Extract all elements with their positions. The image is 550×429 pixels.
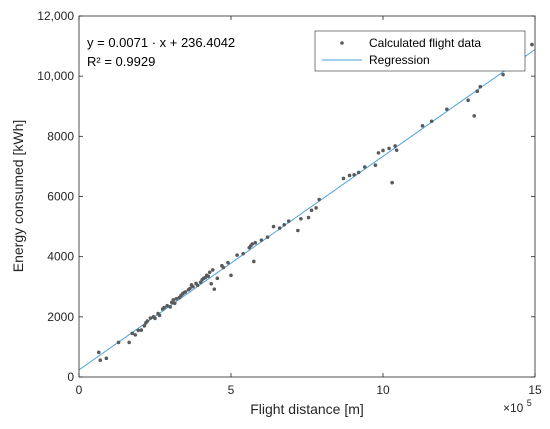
data-point	[475, 89, 480, 94]
x-multiplier-base: ×10	[503, 401, 524, 415]
data-point	[104, 356, 109, 361]
x-axis-multiplier: ×10 5	[503, 398, 532, 415]
data-point	[96, 350, 101, 355]
data-point	[394, 148, 399, 152]
data-point	[210, 268, 215, 272]
data-point	[183, 290, 188, 294]
data-point	[277, 226, 282, 230]
data-point	[347, 173, 352, 178]
data-point	[148, 316, 153, 320]
data-point	[206, 274, 210, 279]
data-point	[420, 124, 425, 128]
data-point	[352, 173, 356, 177]
y-tick-label: 4000	[47, 250, 74, 264]
data-point	[387, 146, 391, 151]
x-tick-label: 15	[528, 383, 542, 397]
data-point	[271, 224, 276, 229]
data-point	[98, 358, 103, 362]
data-point	[429, 119, 434, 124]
data-point	[341, 176, 346, 181]
data-point	[157, 313, 162, 318]
data-point	[226, 260, 230, 265]
data-point	[252, 259, 256, 264]
data-point	[393, 144, 397, 148]
data-point	[168, 305, 172, 309]
data-point	[207, 270, 212, 275]
equation-annotation: y = 0.0071 · x + 236.4042	[87, 35, 235, 50]
y-tick-label: 12,000	[37, 9, 74, 23]
data-point	[191, 284, 195, 289]
data-point	[472, 114, 477, 118]
data-point	[127, 340, 131, 345]
y-axis-ticks: 0 2000 4000 6000 8000 10,000 12,000	[37, 9, 535, 384]
data-point	[356, 170, 361, 175]
data-point	[162, 305, 166, 310]
data-point	[299, 216, 303, 221]
data-point	[241, 251, 245, 256]
data-point	[133, 333, 138, 337]
x-axis-ticks: 0 5 10 15	[76, 16, 542, 397]
data-point	[501, 72, 505, 77]
data-point	[136, 328, 141, 333]
data-point	[253, 241, 258, 245]
data-point	[314, 206, 318, 210]
data-point	[445, 107, 449, 112]
data-point	[381, 148, 385, 153]
legend-label-scatter: Calculated flight data	[369, 36, 481, 50]
data-point	[259, 238, 264, 242]
data-point	[174, 296, 179, 301]
data-point	[250, 242, 255, 246]
data-point	[466, 98, 470, 103]
data-point	[209, 281, 214, 286]
data-point	[229, 273, 233, 278]
data-point	[235, 253, 239, 257]
data-point	[478, 84, 483, 89]
data-point	[296, 228, 300, 233]
data-point	[282, 222, 287, 227]
data-point	[212, 287, 217, 291]
data-point	[530, 42, 534, 47]
data-point	[309, 208, 314, 213]
data-point	[286, 219, 291, 223]
data-point	[376, 151, 381, 155]
legend-scatter-marker	[340, 41, 344, 45]
data-point	[362, 165, 367, 169]
data-point	[172, 301, 177, 306]
y-tick-label: 10,000	[37, 69, 74, 83]
y-axis-title: Energy consumed [kWh]	[10, 120, 26, 273]
data-point	[165, 303, 169, 308]
data-point	[139, 328, 144, 332]
data-point	[306, 215, 311, 220]
y-tick-label: 2000	[47, 310, 74, 324]
x-tick-label: 10	[376, 383, 390, 397]
legend: Calculated flight data Regression	[314, 30, 526, 72]
x-tick-label: 5	[228, 383, 235, 397]
data-point	[142, 324, 147, 328]
data-point	[390, 180, 394, 185]
data-point	[265, 235, 270, 239]
x-multiplier-exponent: 5	[527, 398, 532, 408]
data-point	[215, 276, 220, 281]
data-point	[171, 298, 176, 302]
data-point	[145, 319, 150, 323]
data-point	[130, 331, 134, 336]
data-point	[195, 283, 200, 288]
y-tick-label: 0	[67, 370, 74, 384]
x-axis-title: Flight distance [m]	[250, 401, 364, 417]
scatter-points	[96, 42, 534, 362]
x-tick-label: 0	[76, 383, 83, 397]
data-point	[221, 265, 226, 270]
r-squared-annotation: R² = 0.9929	[87, 54, 155, 69]
y-tick-label: 8000	[47, 129, 74, 143]
data-point	[153, 316, 157, 321]
data-point	[373, 163, 378, 168]
y-tick-label: 6000	[47, 190, 74, 204]
data-point	[116, 340, 121, 345]
legend-label-regression: Regression	[369, 53, 430, 67]
data-point	[317, 197, 321, 202]
data-point	[188, 286, 192, 291]
legend-box	[314, 30, 526, 72]
